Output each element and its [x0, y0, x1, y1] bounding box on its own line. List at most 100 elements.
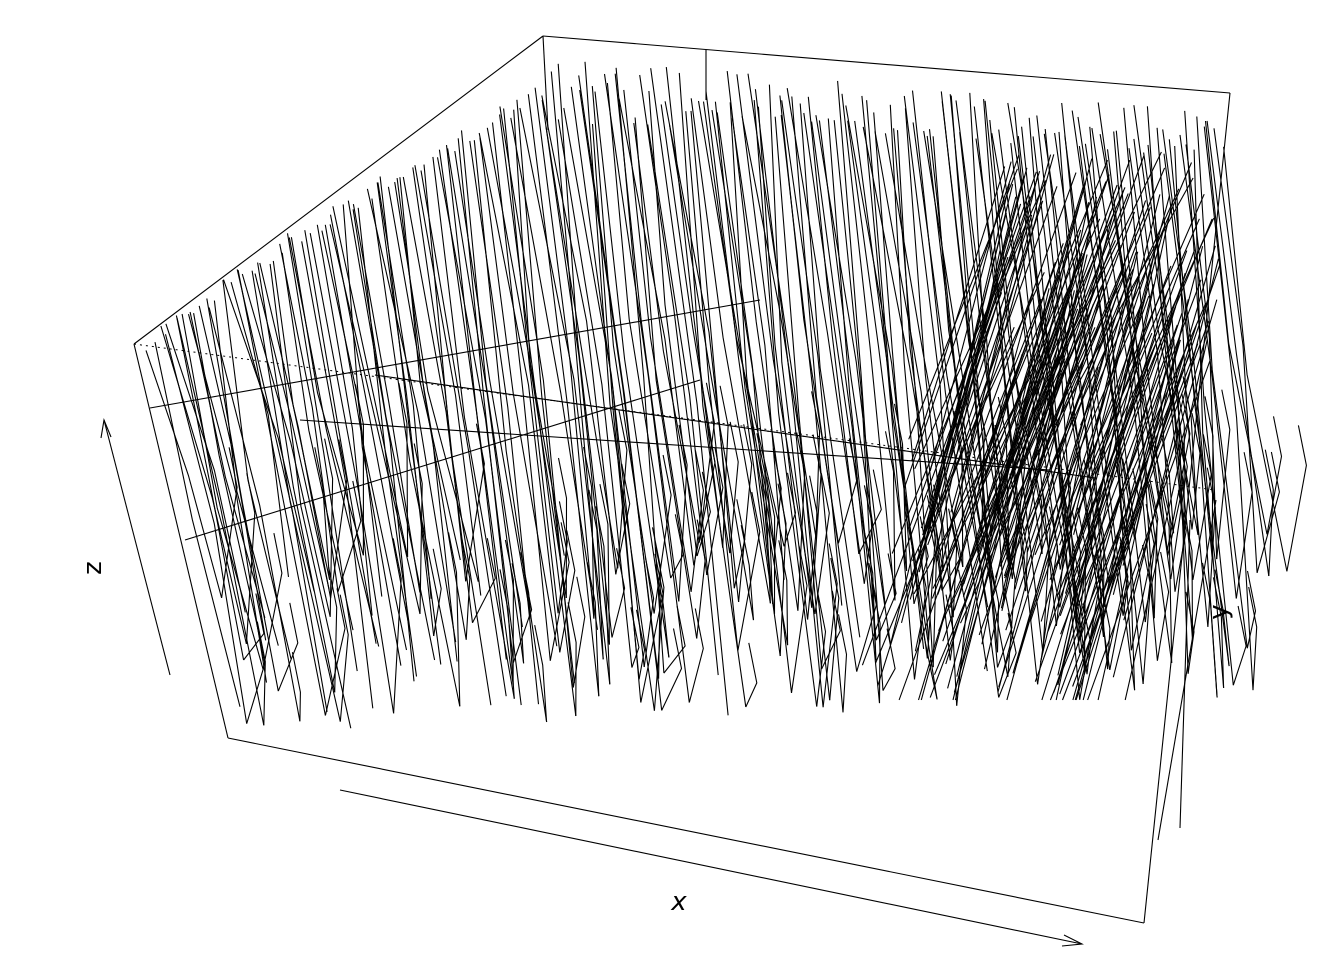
surface-ridge: [1213, 128, 1258, 573]
surface-facet: [766, 476, 776, 614]
surface-slice: [909, 171, 1037, 528]
surface-ridge: [678, 72, 747, 708]
surface-ridge: [665, 67, 724, 548]
surface-ridge: [251, 270, 341, 722]
surface-slice: [927, 186, 1058, 546]
surface-facet: [599, 483, 610, 645]
surface-facet: [996, 587, 1013, 668]
surface-ridge: [591, 123, 640, 680]
surface-ridge: [272, 260, 331, 581]
box-edge-right-inner-2: [1179, 519, 1191, 829]
surface-ridge: [1203, 126, 1254, 691]
surface-facet: [821, 590, 841, 670]
surface-slice: [914, 180, 1047, 470]
surface-slice: [976, 282, 1074, 553]
surface-ridge: [257, 262, 336, 693]
surface-facet: [314, 447, 331, 580]
surface-ridge: [1123, 107, 1169, 556]
surface-ridge: [660, 104, 731, 554]
surface-facet: [882, 628, 896, 691]
surface-ridge: [1196, 116, 1248, 649]
surface-ridge: [690, 110, 735, 589]
surface-facet: [1264, 449, 1274, 577]
bounding-box-front: [133, 92, 1231, 924]
surface-ridge: [911, 90, 988, 672]
surface-facet: [653, 454, 672, 614]
surface-slice: [1012, 321, 1115, 674]
x-axis-arrow: [339, 789, 1084, 947]
surface-facet: [760, 463, 774, 605]
surface-ridge: [154, 341, 241, 707]
surface-slice: [980, 240, 1116, 525]
surface-slice: [877, 284, 1004, 686]
surface-slice: [1072, 306, 1177, 591]
surface-facet: [1232, 605, 1247, 686]
surface-ridge: [279, 243, 339, 592]
surface-facet: [884, 431, 896, 601]
surface-slice: [956, 171, 1041, 428]
surface-slice: [929, 161, 1012, 472]
surface-ridge: [1184, 110, 1234, 686]
surface-facet: [1212, 577, 1225, 688]
surface-facet: [413, 443, 423, 615]
y-axis-label: y: [1204, 604, 1234, 619]
surface-facet: [796, 432, 806, 611]
surface-ridge: [423, 164, 492, 706]
surface-slice: [999, 269, 1128, 532]
surface-facet: [557, 457, 568, 598]
surface-ridge: [606, 82, 672, 579]
surface-ridge: [457, 138, 514, 663]
surface-slice: [1060, 324, 1178, 635]
surface-ridge: [316, 224, 373, 616]
surface-ridge: [1206, 120, 1270, 577]
surface-ridge: [973, 106, 1027, 592]
surface-ridge: [873, 112, 915, 604]
surface-rib: [299, 419, 1051, 471]
surface-ridge: [847, 120, 908, 571]
surface-ridge: [904, 108, 954, 618]
surface-ridge: [396, 178, 467, 640]
surface-slice: [1037, 155, 1145, 445]
surface-facet: [291, 652, 301, 722]
surface-slice: [1072, 218, 1213, 552]
surface-ridge: [754, 89, 824, 708]
surface-facet: [998, 612, 1017, 698]
surface-slice: [1065, 193, 1205, 512]
surface-facet: [1109, 536, 1129, 671]
surface-slice: [1039, 251, 1139, 663]
surface-facet: [447, 532, 461, 707]
surface-ridge: [975, 138, 1044, 653]
surface-ridge: [711, 110, 793, 693]
surface-ridge: [1106, 149, 1175, 534]
surface-ridge: [301, 241, 374, 709]
surface-slice: [1097, 299, 1189, 701]
surface-ridge: [237, 269, 326, 716]
surface-ridge: [176, 317, 265, 726]
surface-facet: [1256, 451, 1280, 573]
surface-slice: [1122, 245, 1216, 566]
surface-slice: [945, 229, 1082, 665]
surface-facet: [1214, 569, 1230, 667]
surface-ridge: [614, 73, 680, 602]
surface-slice: [1123, 299, 1218, 621]
surface-slice: [1124, 339, 1208, 701]
surface-slice: [1054, 177, 1194, 426]
surface-facet: [559, 530, 576, 653]
surface-ridge: [503, 108, 559, 614]
surface-slice: [923, 183, 1014, 547]
surface-slice: [981, 181, 1107, 486]
surface-ridge: [175, 315, 245, 661]
surface-ridge: [664, 101, 740, 603]
surface-slice: [914, 176, 1025, 571]
surface-facet: [1266, 416, 1283, 535]
surface-facet: [398, 383, 409, 557]
surface-ridge: [1084, 143, 1124, 532]
surface-ridge: [376, 182, 435, 637]
surface-ridge: [329, 224, 421, 615]
surface-facet: [1130, 503, 1155, 651]
surface-facet: [1071, 512, 1082, 577]
surface-slice: [1034, 341, 1158, 682]
box-edge-back-top: [542, 35, 1231, 94]
surface-slice: [996, 158, 1093, 512]
